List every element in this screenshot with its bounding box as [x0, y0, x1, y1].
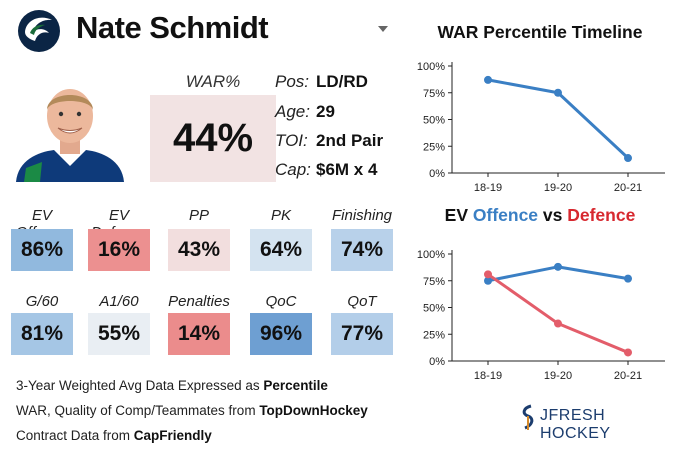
- y-tick-label: 100%: [417, 61, 445, 73]
- info-label-cap: Cap:: [275, 160, 311, 179]
- y-tick-label: 75%: [423, 88, 445, 100]
- stat-label-g60: G/60: [25, 293, 59, 310]
- footer-bold-3: CapFriendly: [133, 428, 212, 443]
- stat-label-qot: QoT: [347, 293, 377, 310]
- brand-logo-icon: [522, 404, 534, 430]
- stat-box-qoc: 96%: [250, 313, 312, 355]
- stat-box-pk: 64%: [250, 229, 312, 271]
- chart1-title: WAR Percentile Timeline: [437, 22, 643, 42]
- brand-name: JFRESH HOCKEY: [540, 407, 611, 442]
- stat-box-g60: 81%: [11, 313, 73, 355]
- data-point: [484, 75, 492, 84]
- y-tick-label: 0%: [429, 168, 445, 180]
- info-label-toi: TOI:: [275, 131, 308, 150]
- data-point: [624, 274, 632, 283]
- data-point: [624, 154, 632, 163]
- data-point: [484, 276, 492, 285]
- footer-line-2: WAR, Quality of Comp/Teammates from TopD…: [16, 403, 368, 418]
- x-tick-label: 20-21: [614, 182, 642, 194]
- footer-line-3: Contract Data from CapFriendly: [16, 428, 212, 443]
- stat-label-pp: PP: [188, 207, 209, 224]
- info-value-age: 29: [316, 102, 335, 121]
- footer-line-1: 3-Year Weighted Avg Data Expressed as Pe…: [16, 378, 328, 393]
- player-name: Nate Schmidt: [76, 10, 269, 45]
- stat-box-finishing: 74%: [331, 229, 393, 271]
- data-point: [554, 319, 562, 328]
- stat-label-a160: A1/60: [99, 293, 139, 310]
- y-tick-label: 75%: [423, 276, 445, 288]
- stat-box-ev-offence: 86%: [11, 229, 73, 271]
- series-line-ev-defence: [487, 273, 629, 354]
- data-point: [554, 262, 562, 271]
- info-value-cap: $6M x 4: [316, 160, 378, 179]
- y-tick-label: 25%: [423, 141, 445, 153]
- stat-box-penalties: 14%: [168, 313, 230, 355]
- info-label-pos: Pos:: [275, 72, 310, 91]
- stat-box-pp: 43%: [168, 229, 230, 271]
- stat-box-ev-defence: 16%: [88, 229, 150, 271]
- data-point: [484, 270, 492, 279]
- info-value-toi: 2nd Pair: [316, 131, 384, 150]
- stat-label-penalties: Penalties: [168, 293, 230, 310]
- y-tick-label: 0%: [429, 356, 445, 368]
- war-value-box: 44%: [150, 95, 276, 182]
- stat-label-finishing: Finishing: [331, 207, 393, 224]
- info-value-pos: LD/RD: [316, 72, 368, 91]
- stat-label-pk: PK: [270, 207, 291, 224]
- stat-box-qot: 77%: [331, 313, 393, 355]
- x-tick-label: 18-19: [474, 182, 502, 194]
- x-tick-label: 19-20: [544, 182, 572, 194]
- war-value: 44%: [172, 116, 254, 160]
- team-logo: [18, 10, 60, 52]
- war-timeline-chart: 0% 25% 50% 75% 100% 18-19 19-20 20-21: [417, 61, 665, 194]
- y-tick-label: 50%: [423, 115, 445, 127]
- stat-box-a160: 55%: [88, 313, 150, 355]
- y-tick-label: 25%: [423, 329, 445, 341]
- player-photo: [12, 72, 128, 182]
- footer-bold-1: Percentile: [263, 378, 328, 393]
- info-label-age: Age:: [275, 102, 310, 121]
- war-label: WAR%: [185, 72, 241, 91]
- y-tick-label: 100%: [417, 249, 445, 261]
- x-tick-label: 19-20: [544, 370, 572, 382]
- data-point: [624, 348, 632, 357]
- x-tick-label: 20-21: [614, 370, 642, 382]
- footer-bold-2: TopDownHockey: [259, 403, 368, 418]
- x-tick-label: 18-19: [474, 370, 502, 382]
- chevron-down-icon[interactable]: [378, 26, 388, 32]
- stat-label-qoc: QoC: [265, 293, 297, 310]
- chart2-title: EV Offence vs Defence: [444, 205, 636, 225]
- data-point: [554, 88, 562, 97]
- y-tick-label: 50%: [423, 303, 445, 315]
- ev-offence-defence-chart: 0% 25% 50% 75% 100% 18-19 19-20 20-21: [417, 249, 665, 382]
- brand: JFRESH HOCKEY: [520, 402, 670, 442]
